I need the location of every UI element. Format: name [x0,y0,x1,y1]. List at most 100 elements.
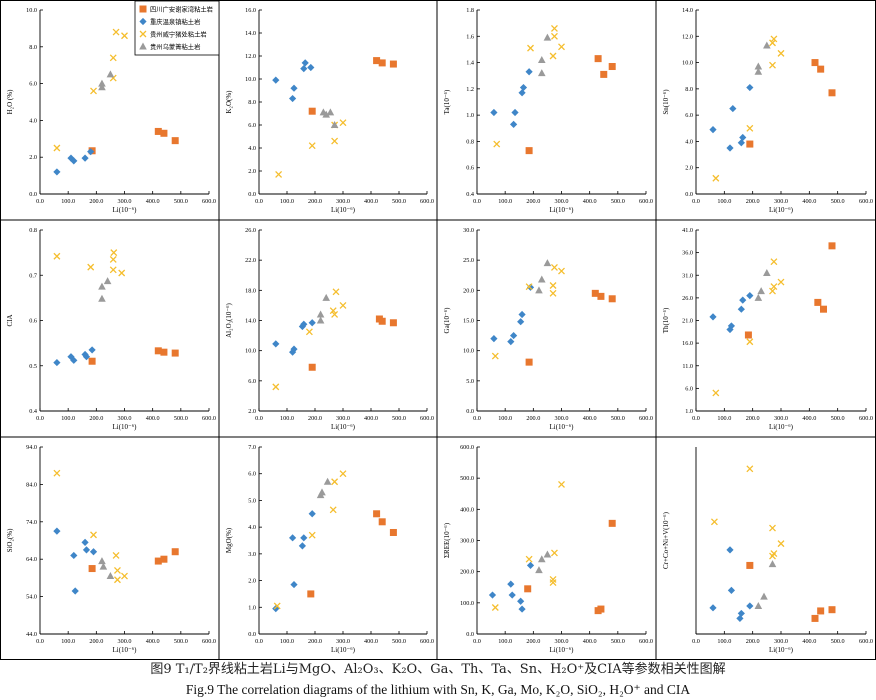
data-point-triangle [316,316,325,324]
data-point-x [90,531,97,539]
scatter-panel-2: 0.0 100.0 200.0 300.0 400.0 500.0 600.0 0.0 2.0 4… [225,7,434,214]
data-point-square [378,317,386,325]
data-point-x [53,252,61,260]
legend-label: 重庆温泉镇粘土岩 [150,17,200,26]
y-tick-label: 36.0 [682,250,693,257]
data-point-square [608,63,616,71]
data-point-x [112,28,120,36]
y-tick-label: 1.2 [466,86,474,93]
x-axis-label: Li(10⁻⁶) [112,423,137,431]
data-point-triangle [754,601,763,609]
data-point-diamond [81,538,89,546]
y-axis-label: CIA [6,314,14,326]
data-point-square [828,242,836,250]
y-axis-label: Th(10⁻⁶) [662,307,670,333]
y-tick-label: 4.0 [248,145,256,152]
scatter-panel-11: 0.0 100.0 200.0 300.0 400.0 500.0 600.0 0.0 100.… [443,444,653,654]
data-point-diamond [290,345,298,353]
x-tick-label: 600.0 [859,198,873,205]
y-axis-label: K₂O(%) [225,90,233,114]
legend-label: 四川广安谢家湾粘土岩 [150,5,213,14]
x-tick-label: 500.0 [831,198,845,205]
data-point-diamond [507,580,515,588]
data-point-square [746,561,754,569]
x-tick-label: 0.0 [255,198,263,205]
y-tick-label: 6.0 [29,81,37,88]
caption-chinese: 图9 T₁/T₂界线粘土岩Li与MgO、Al₂O₃、K₂O、Ga、Th、Ta、S… [150,662,726,677]
data-point-triangle [98,282,106,290]
data-point-square [160,555,168,563]
data-point-square [88,357,96,365]
data-point-x [770,283,778,291]
y-tick-label: 1.0 [466,112,474,119]
x-tick-label: 400.0 [364,415,378,422]
x-tick-label: 100.0 [61,198,75,205]
data-point-x [331,137,339,145]
y-tick-label: 1.8 [466,7,474,14]
figure-caption: 图9 T₁/T₂界线粘土岩Li与MgO、Al₂O₃、K₂O、Ga、Th、Ta、S… [0,660,876,700]
x-tick-label: 200.0 [526,415,540,422]
x-tick-label: 300.0 [118,415,132,422]
data-point-square [389,319,397,327]
x-tick-label: 400.0 [146,638,160,645]
data-point-diamond [88,346,96,354]
x-axis-label: Li(10⁻⁶) [549,423,574,431]
data-point-diamond [290,580,298,589]
data-point-diamond [307,63,315,72]
y-axis-label: ΣREE(10⁻⁶) [443,522,451,558]
data-point-diamond [272,76,280,84]
x-tick-label: 400.0 [802,638,816,645]
data-point-square [389,60,397,68]
data-point-triangle [754,67,763,75]
y-tick-label: 0.8 [29,227,37,234]
data-point-x [777,278,785,286]
x-tick-label: 0.0 [692,415,700,422]
x-axis-label: Li(10⁻⁶) [769,206,794,214]
x-tick-label: 200.0 [89,638,103,645]
data-point-diamond [726,144,734,152]
x-tick-label: 500.0 [392,198,406,205]
x-tick-label: 300.0 [118,638,132,645]
y-tick-label: 94.0 [26,444,37,451]
data-point-triangle [98,557,106,565]
legend-label: 贵州乌蒙箐粘土岩 [150,42,200,51]
data-point-square [154,557,162,565]
y-tick-label: 200.0 [460,569,474,576]
y-tick-label: 4.0 [685,138,693,145]
data-point-diamond [727,586,736,594]
scatter-panel-5: 0.0 100.0 200.0 300.0 400.0 500.0 600.0 0.4 0.5 0… [6,227,216,431]
data-point-square [171,137,179,145]
data-point-x [113,566,121,574]
x-tick-label: 400.0 [802,415,816,422]
x-tick-label: 0.0 [692,198,700,205]
x-tick-label: 200.0 [89,198,103,205]
y-tick-label: 14.0 [245,318,256,325]
scatter-panel-10: 0.0 100.0 200.0 300.0 400.0 500.0 600.0 0.0 1.0 2… [225,444,434,654]
x-tick-label: 400.0 [583,198,597,205]
x-axis-label: Li(10⁻⁶) [769,646,794,654]
data-point-square [814,298,822,306]
y-tick-label: 6.0 [685,385,693,392]
y-tick-label: 2.0 [685,165,693,172]
y-tick-label: 2.0 [248,168,256,175]
x-tick-label: 100.0 [61,415,75,422]
chart-grid: 0.0 100.0 200.0 300.0 400.0 500.0 600.0 0.0 2.0 4… [0,0,876,660]
data-point-square [594,55,602,63]
data-point-x [550,549,558,557]
y-tick-label: 1.6 [466,33,474,40]
y-tick-label: 6.0 [248,378,256,385]
data-point-diamond [526,561,535,570]
data-point-square [160,348,168,356]
data-point-diamond [89,548,98,556]
data-point-x [525,283,533,291]
y-tick-label: 15.0 [463,318,474,325]
x-axis-label: Li(10⁻⁶) [549,646,574,654]
y-tick-label: 25.0 [463,257,474,264]
y-tick-label: 74.0 [26,519,37,526]
data-point-diamond [517,318,525,326]
data-point-square [160,129,168,137]
data-point-x [491,352,499,360]
y-axis-label: H₂O (%) [6,89,14,114]
y-tick-label: 6.0 [685,112,693,119]
data-point-square [389,528,397,536]
